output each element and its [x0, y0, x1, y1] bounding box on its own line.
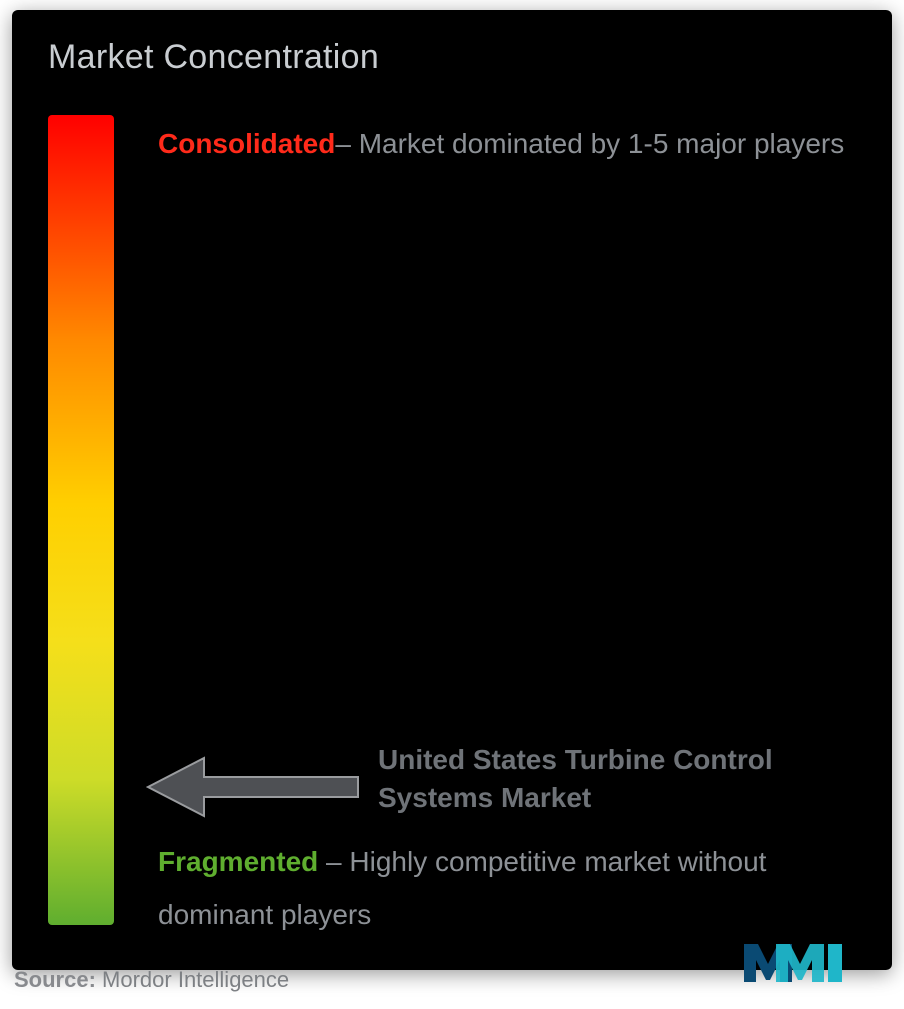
- marker-line2: Systems Market: [378, 782, 591, 813]
- consolidated-description: – Market dominated by 1-5 major players: [335, 128, 844, 159]
- consolidated-label-block: Consolidated– Market dominated by 1-5 ma…: [158, 117, 844, 170]
- concentration-gradient-bar: [48, 115, 114, 925]
- mordor-logo-icon: [742, 936, 852, 991]
- source-value: Mordor Intelligence: [96, 967, 289, 992]
- market-position-arrow-icon: [146, 755, 360, 824]
- page-title: Market Concentration: [48, 38, 856, 77]
- fragmented-key-term: Fragmented: [158, 846, 318, 877]
- marker-line1: United States Turbine Control: [378, 744, 773, 775]
- infographic-card: Market Concentration Consolidated– Marke…: [12, 10, 892, 970]
- fragmented-label-block: Fragmented – Highly competitive market w…: [158, 835, 856, 941]
- source-attribution: Source: Mordor Intelligence: [14, 967, 289, 993]
- consolidated-key-term: Consolidated: [158, 128, 335, 159]
- chart-area: Consolidated– Market dominated by 1-5 ma…: [48, 115, 856, 935]
- source-label: Source:: [14, 967, 96, 992]
- market-marker-label: United States Turbine Control Systems Ma…: [378, 741, 773, 817]
